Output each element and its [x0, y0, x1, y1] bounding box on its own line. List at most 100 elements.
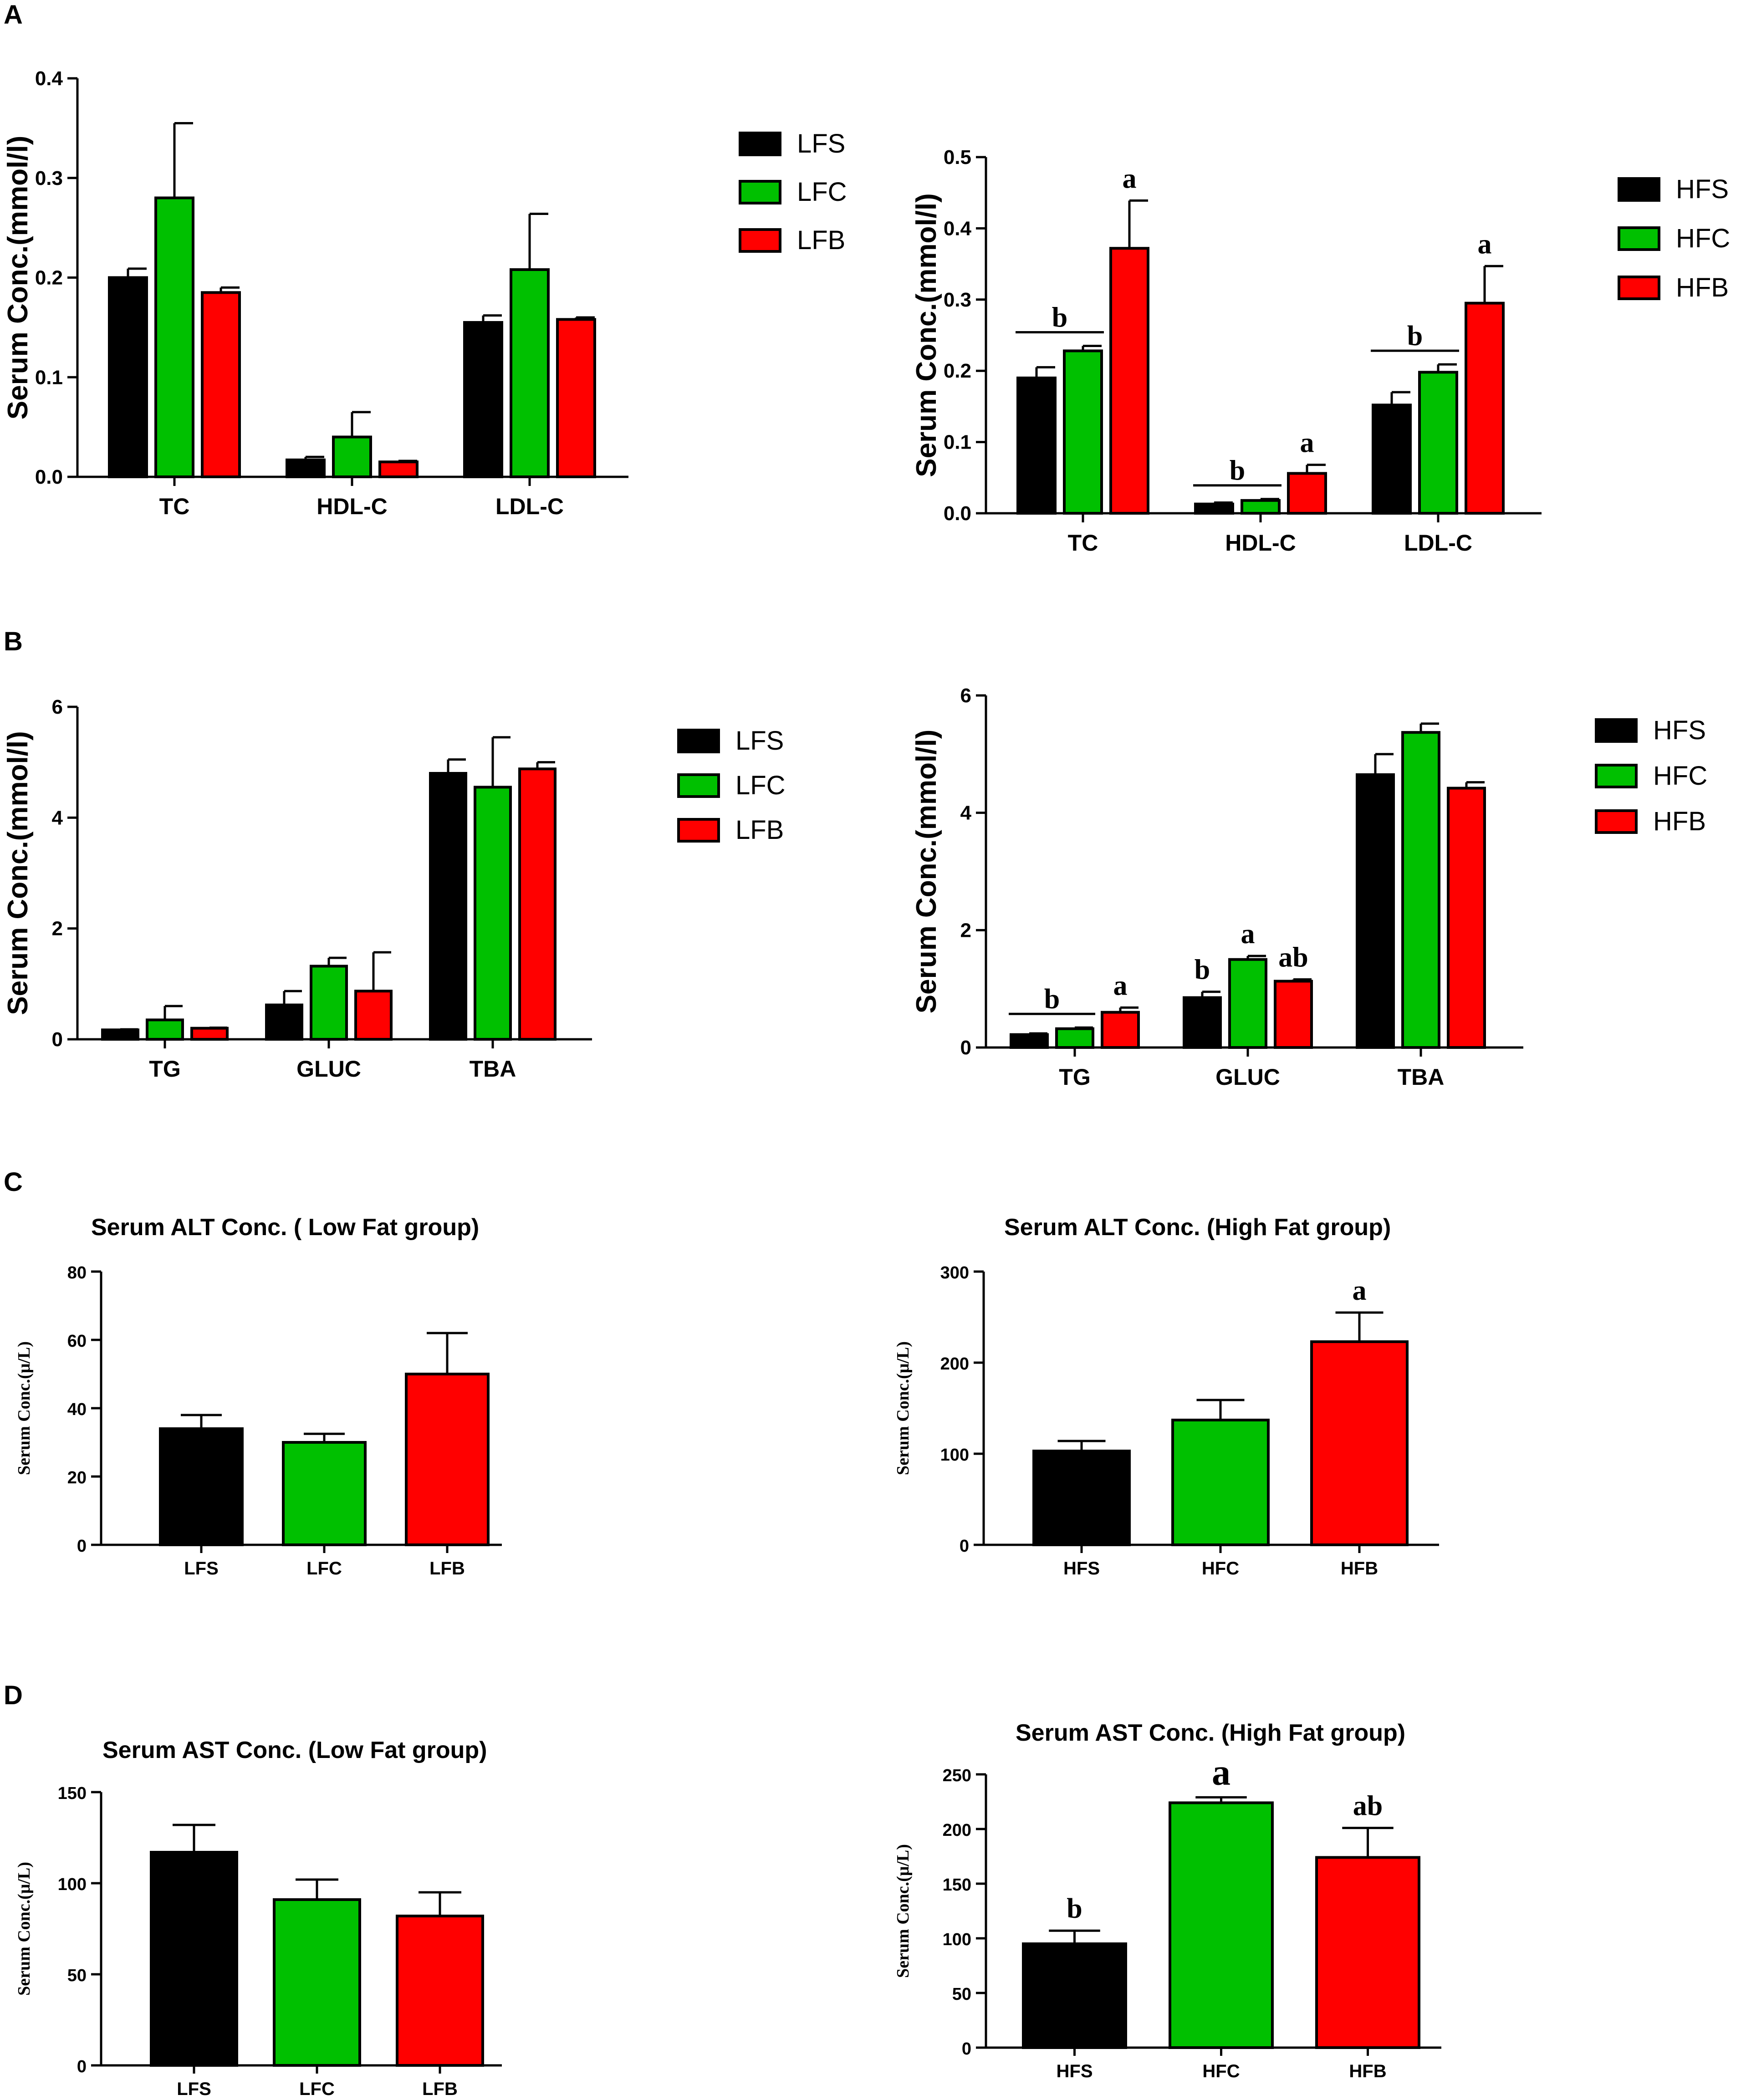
bar-lfb-ldl-c [556, 318, 596, 478]
panel-label-d: D [4, 1681, 23, 1710]
legend-label-hfb: HFB [1653, 807, 1706, 836]
bar-lfb-hdl-c [378, 460, 419, 478]
legend-swatch-hfs [1595, 718, 1638, 743]
y-tick-label: 4 [52, 807, 63, 829]
bar-hfb-hdl-c [1287, 472, 1327, 515]
bar-hfc-tba [1401, 731, 1440, 1049]
y-tick-label: 0.3 [35, 167, 63, 189]
y-axis-title: Serum Conc.(mmol/l) [911, 730, 942, 1014]
chart-title: Serum AST Conc. (Low Fat group) [102, 1737, 487, 1763]
y-tick-label: 0.2 [35, 267, 63, 289]
y-axis-title: Serum Conc.(μ/L) [15, 1862, 34, 1996]
chart-title: Serum ALT Conc. (High Fat group) [1004, 1214, 1391, 1241]
significance-letter: b [1044, 984, 1060, 1015]
chart-c-left: Serum ALT Conc. ( Low Fat group) Serum Co… [15, 1214, 502, 1579]
x-category-label: HFB [1341, 1558, 1378, 1579]
legend-swatch-hfc [1618, 226, 1660, 251]
x-category-label: GLUC [296, 1056, 361, 1082]
significance-letter: b [1052, 302, 1067, 333]
bar-lfs-tg [101, 1028, 139, 1041]
legend-swatch-lfs [677, 729, 720, 753]
chart-c-right: Serum ALT Conc. (High Fat group) Serum Co… [893, 1214, 1439, 1579]
chart-a-right: Serum Conc.(mmol/l) 0.0 0.1 0.2 0.3 0.4 0.5 TC H… [911, 146, 1730, 556]
bar-lfb-tc [201, 291, 241, 478]
bar-lfs-tba [429, 772, 467, 1041]
bar-hfs [1032, 1450, 1131, 1546]
chart-b-right: Serum Conc.(mmol/l) 0 2 4 6 TG GLUC TBA HFS HFC HF… [911, 685, 1707, 1090]
bar-hfs-gluc [1183, 996, 1222, 1049]
bar-lfc-tc [154, 196, 194, 478]
y-tick-label: 20 [67, 1468, 87, 1487]
bar-lfs [150, 1851, 238, 2067]
bar-hfs [1022, 1942, 1127, 2049]
bar-hfs-hdl-c [1194, 502, 1234, 515]
y-tick-label: 250 [943, 1766, 971, 1785]
y-tick-label: 0 [962, 2039, 971, 2059]
y-tick-label: 0.5 [944, 146, 971, 169]
x-category-label: HDL-C [1225, 530, 1296, 556]
bar-hfs-tba [1356, 773, 1395, 1049]
y-tick-label: 200 [940, 1354, 969, 1374]
bar-lfs-tc [108, 276, 148, 478]
y-tick-label: 6 [960, 685, 971, 707]
x-category-label: TG [149, 1056, 180, 1082]
legend-swatch-lfc [677, 773, 720, 798]
chart-a-left: Serum Conc.(mmol/l) 0.0 0.1 0.2 0.3 0.4 TC HDL-… [2, 67, 847, 519]
bar-hfb-tg [1101, 1011, 1140, 1049]
legend-swatch-lfc [739, 180, 781, 204]
legend-label-lfs: LFS [797, 129, 845, 158]
panel-label-a: A [4, 0, 23, 30]
significance-letter: a [1113, 970, 1128, 1001]
y-tick-label: 0 [960, 1037, 971, 1059]
bar-lfs-gluc [265, 1003, 303, 1041]
chart-d-left: Serum AST Conc. (Low Fat group) Serum Con… [15, 1737, 502, 2099]
charts-layer: Serum Conc.(mmol/l) 0.0 0.1 0.2 0.3 0.4 TC HDL-… [2, 67, 1730, 2099]
y-tick-label: 80 [67, 1263, 87, 1282]
x-category-label: HFC [1202, 2061, 1240, 2081]
bar-lfs-ldl-c [463, 321, 503, 478]
x-category-label: HFC [1202, 1558, 1239, 1579]
x-category-label: LFC [299, 2079, 335, 2099]
y-tick-label: 60 [67, 1332, 87, 1351]
x-category-label: HFS [1057, 2061, 1093, 2081]
legend-label-lfs: LFS [735, 726, 784, 756]
chart-d-right: Serum AST Conc. (High Fat group) Serum Co… [893, 1720, 1441, 2081]
bar-lfb-gluc [354, 990, 393, 1041]
x-category-label: TBA [470, 1056, 516, 1082]
bar-hfb [1315, 1856, 1420, 2049]
x-category-label: TG [1059, 1064, 1090, 1090]
x-category-label: LDL-C [495, 494, 564, 519]
bar-hfs-tg [1010, 1033, 1049, 1049]
y-tick-label: 50 [67, 1966, 87, 1985]
y-axis-title: Serum Conc.(mmol/l) [911, 193, 942, 477]
legend-label-lfb: LFB [797, 225, 845, 255]
significance-letter: a [1241, 919, 1255, 950]
significance-letter: a [1478, 229, 1492, 260]
y-tick-label: 200 [943, 1821, 971, 1840]
y-tick-label: 2 [52, 918, 63, 940]
y-axis-title: Serum Conc.(μ/L) [893, 1844, 913, 1978]
significance-letter: ab [1278, 942, 1308, 973]
chart-b-left: Serum Conc.(mmol/l) 0 2 4 6 TG GLUC TBA LFS LFC LF… [2, 696, 786, 1082]
legend-label-hfs: HFS [1676, 174, 1729, 204]
x-category-label: TC [1068, 530, 1098, 556]
bar-hfs-tc [1016, 376, 1057, 515]
bar-lfc [282, 1441, 367, 1546]
y-axis-title: Serum Conc.(mmol/l) [2, 731, 34, 1015]
panel-label-b: B [4, 627, 23, 656]
bar-lfc-tg [146, 1018, 184, 1041]
chart-title: Serum AST Conc. (High Fat group) [1016, 1720, 1405, 1746]
x-category-label: LFB [429, 1558, 465, 1579]
bar-lfc-tba [474, 786, 512, 1041]
legend-label-hfc: HFC [1653, 761, 1707, 791]
y-tick-label: 50 [952, 1985, 971, 2004]
significance-letter: ab [1353, 1791, 1383, 1822]
bar-lfb [405, 1373, 490, 1546]
x-category-label: LFS [177, 2079, 211, 2099]
y-tick-label: 0.3 [944, 289, 971, 311]
legend-swatch-lfs [739, 132, 781, 156]
x-category-label: GLUC [1215, 1064, 1280, 1090]
bar-hfb-gluc [1274, 980, 1313, 1049]
legend-swatch-hfs [1618, 177, 1660, 202]
y-tick-label: 100 [940, 1446, 969, 1465]
